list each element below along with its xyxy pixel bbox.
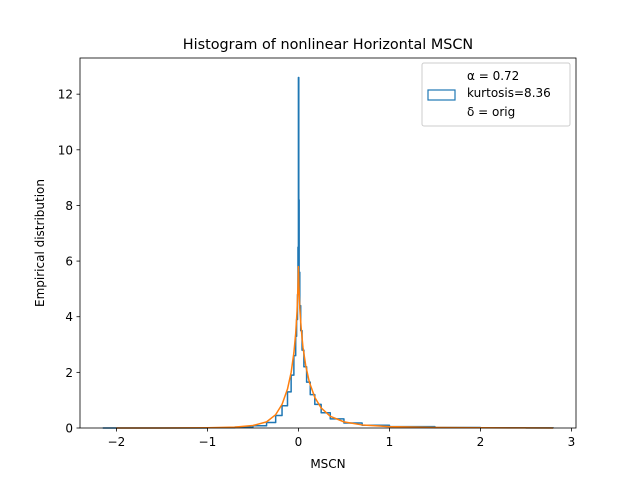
x-tick-label: −1	[199, 435, 217, 449]
y-tick-label: 0	[65, 422, 73, 436]
legend-line-kurtosis: kurtosis=8.36	[467, 86, 551, 100]
x-tick-label: 0	[295, 435, 303, 449]
legend-box	[421, 62, 571, 127]
x-tick-label: 2	[477, 435, 485, 449]
y-tick-label: 6	[65, 255, 73, 269]
legend-line-alpha: α = 0.72	[467, 69, 519, 83]
y-tick-label: 8	[65, 199, 73, 213]
x-tick-label: −2	[108, 435, 126, 449]
chart-title: Histogram of nonlinear Horizontal MSCN	[183, 37, 473, 53]
y-tick-label: 4	[65, 310, 73, 324]
y-tick-label: 2	[65, 366, 73, 380]
x-tick-label: 1	[386, 435, 394, 449]
legend-line-delta: δ = orig	[467, 105, 515, 119]
series-1-line	[102, 76, 554, 429]
axes-frame	[79, 57, 577, 429]
y-tick-label: 12	[58, 88, 73, 102]
legend: α = 0.72 kurtosis=8.36 δ = orig	[421, 62, 571, 127]
y-tick-label: 10	[58, 143, 73, 157]
x-axis-label: MSCN	[310, 457, 345, 471]
series-2-line	[116, 265, 554, 429]
y-axis-label: Empirical distribution	[33, 179, 47, 307]
legend-patch	[427, 89, 456, 101]
plot-area	[102, 76, 554, 429]
x-tick-label: 3	[568, 435, 576, 449]
